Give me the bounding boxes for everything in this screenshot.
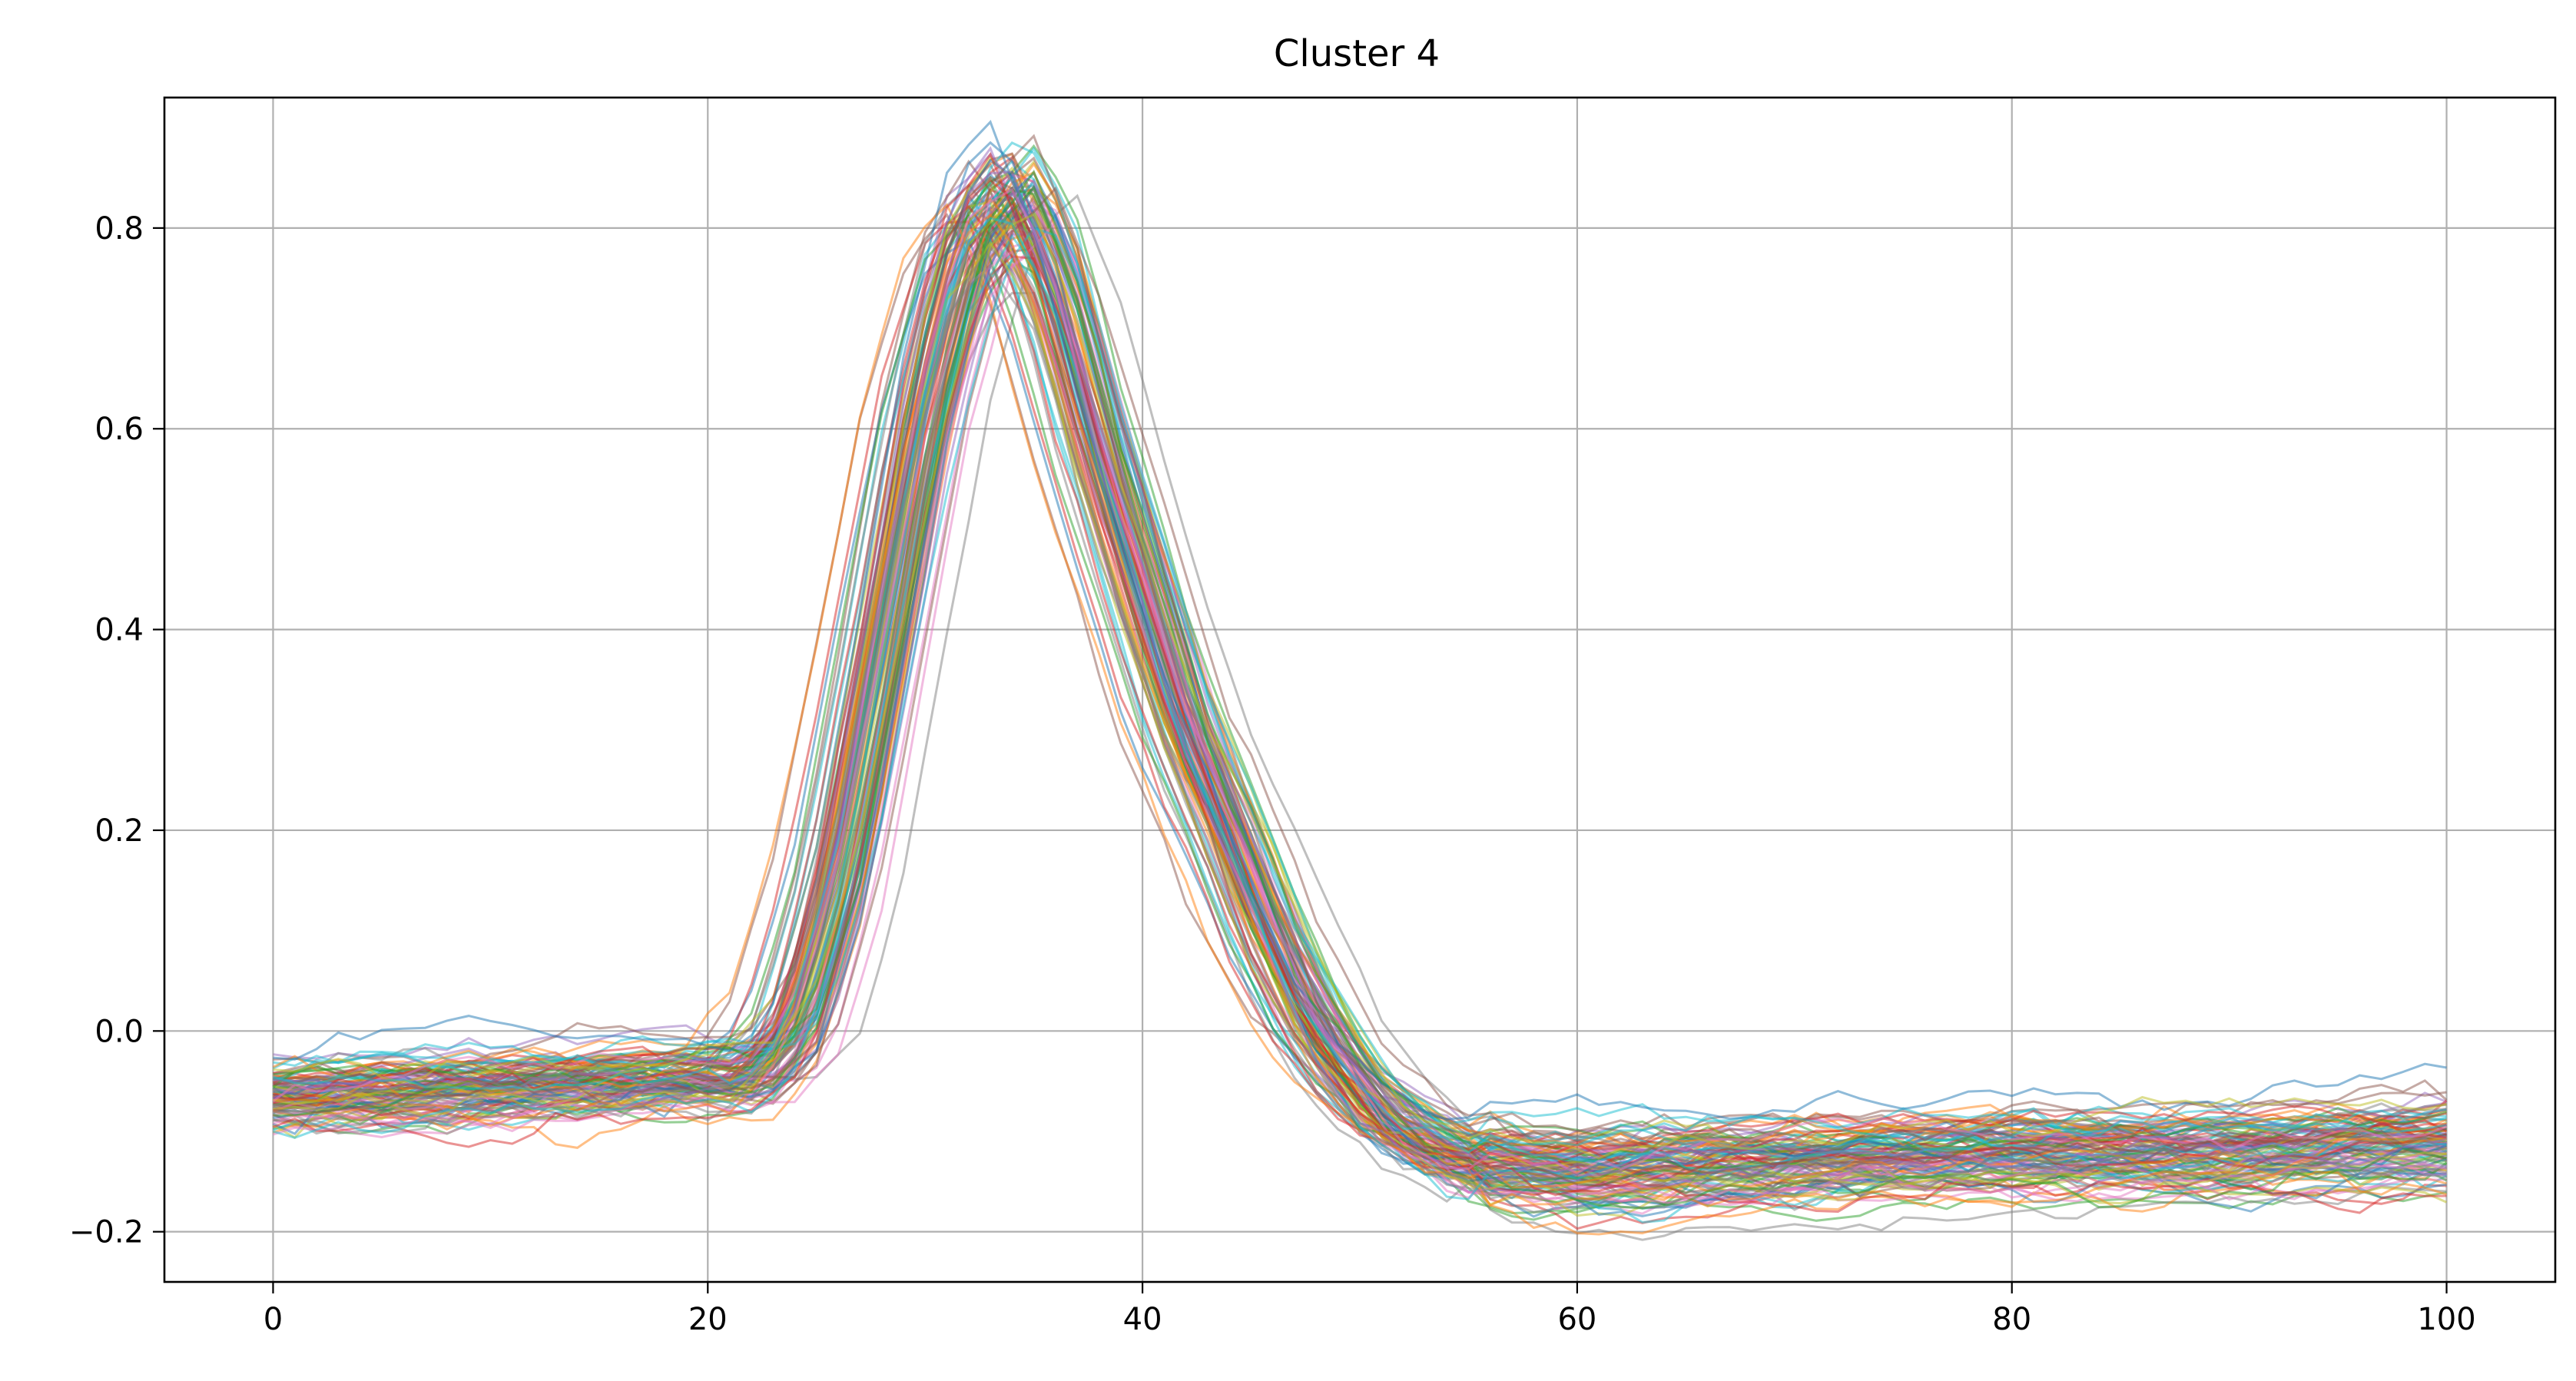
series-line [273, 217, 2447, 1154]
x-tick-label: 20 [688, 1302, 728, 1337]
y-tick-label: 0.8 [94, 211, 144, 247]
y-tick-label: 0.6 [94, 412, 144, 447]
x-tick-label: 80 [1992, 1302, 2031, 1337]
series-line [273, 134, 2448, 1187]
x-tick-label: 40 [1123, 1302, 1162, 1337]
series-line [273, 233, 2447, 1201]
series-line [273, 213, 2447, 1160]
series-line [272, 255, 2447, 1214]
series-line [273, 263, 2448, 1191]
series-line [272, 187, 2448, 1174]
series-line [273, 186, 2447, 1160]
x-tick-label: 60 [1557, 1302, 1596, 1337]
series-lines [272, 120, 2448, 1241]
x-tick-label: 100 [2417, 1302, 2475, 1337]
axes: 0 20 40 60 80 100 −0.2 0.0 0.2 0.4 0.6 0.8 [69, 96, 2557, 1337]
y-tick-label: −0.2 [69, 1215, 144, 1250]
y-tick-label: 0.4 [94, 613, 144, 648]
plot-frame [163, 96, 2557, 1283]
series-line [273, 120, 2447, 1121]
y-tick-label: 0.0 [94, 1014, 144, 1049]
y-tick-label: 0.2 [94, 813, 144, 849]
x-tick-label: 0 [264, 1302, 283, 1337]
chart-title: Cluster 4 [1274, 32, 1440, 75]
